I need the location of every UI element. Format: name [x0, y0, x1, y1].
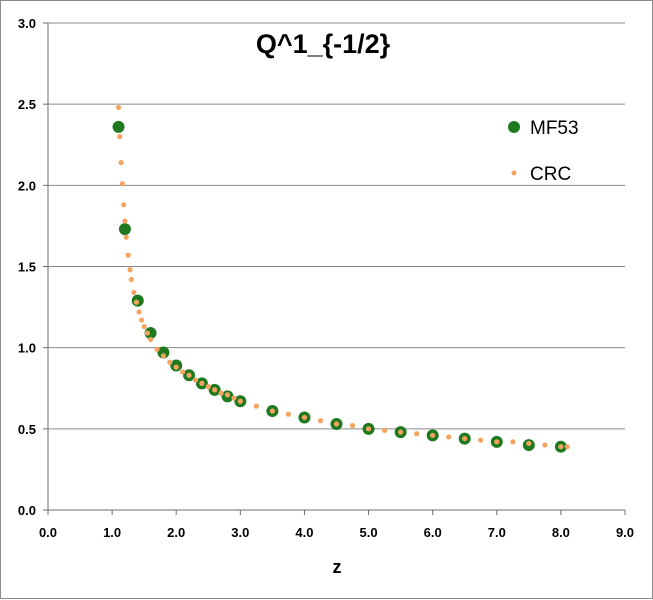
data-point-mf53 [144, 327, 157, 340]
x-tick-label: 4.0 [295, 525, 313, 540]
data-point-crc [192, 377, 199, 383]
data-point-crc [285, 411, 292, 417]
data-point-crc [123, 234, 129, 240]
data-point-crc [118, 160, 124, 166]
data-point-crc [167, 359, 173, 365]
data-point-crc [478, 437, 484, 443]
y-tick-label: 3.0 [18, 16, 36, 31]
data-point-crc [141, 323, 147, 330]
y-tick-labels: 0.0 0.5 1.0 1.5 2.0 2.5 3.0 [18, 16, 36, 518]
legend-label-mf53: MF53 [530, 118, 579, 139]
data-point-crc [381, 427, 388, 434]
data-point-crc [117, 134, 123, 140]
x-tick-label: 5.0 [360, 525, 378, 540]
x-tick-label: 0.0 [39, 525, 57, 540]
legend-marker-crc [511, 170, 517, 176]
data-point-crc [125, 252, 131, 258]
x-tick-label: 9.0 [616, 525, 634, 540]
data-point-crc [269, 408, 275, 414]
legend: MF53 CRC [508, 118, 579, 185]
series-mf53 [112, 120, 567, 453]
data-point-crc [205, 384, 211, 390]
data-point-crc [186, 372, 192, 378]
data-point-crc [218, 390, 224, 396]
data-point-crc [115, 104, 122, 111]
data-point-crc [131, 289, 137, 296]
y-tick-label: 0.0 [18, 503, 36, 518]
data-point-crc [160, 353, 166, 359]
y-tick-label: 1.5 [18, 260, 36, 275]
legend-label-crc: CRC [530, 164, 571, 185]
data-point-crc [317, 418, 324, 424]
data-point-crc [139, 317, 145, 323]
data-point-crc [365, 426, 372, 432]
data-point-crc [180, 369, 186, 375]
data-point-mf53 [157, 346, 170, 359]
data-point-crc [154, 346, 160, 352]
x-tick-label: 7.0 [488, 525, 506, 540]
x-tick-label: 6.0 [424, 525, 442, 540]
data-point-crc [199, 380, 205, 386]
data-point-crc [333, 421, 340, 427]
x-tick-label: 1.0 [103, 525, 121, 540]
data-point-mf53 [112, 120, 125, 133]
data-point-crc [127, 267, 133, 273]
x-axis-label: z [333, 557, 342, 577]
data-point-crc [349, 422, 356, 429]
data-point-crc [133, 299, 140, 305]
data-point-mf53 [118, 223, 131, 236]
data-point-crc [446, 434, 452, 440]
y-tick-label: 1.0 [18, 341, 36, 356]
data-point-crc [128, 276, 134, 283]
series-crc [115, 104, 570, 450]
gridlines [48, 22, 625, 430]
data-point-crc [224, 392, 231, 398]
data-point-crc [542, 442, 548, 448]
x-tick-label: 2.0 [167, 525, 185, 540]
data-point-crc [122, 218, 128, 224]
data-point-crc [564, 444, 570, 450]
data-point-crc [237, 398, 243, 404]
y-tick-label: 2.0 [18, 178, 36, 193]
data-point-crc [144, 330, 150, 336]
data-point-crc [398, 429, 404, 435]
data-point-crc [494, 439, 500, 445]
legend-marker-mf53 [508, 121, 520, 133]
data-point-crc [526, 440, 532, 447]
data-point-crc [212, 387, 218, 393]
data-point-crc [558, 444, 564, 450]
data-point-crc [231, 395, 237, 401]
chart-title: Q^1_{-1/2} [256, 29, 391, 59]
data-point-crc [430, 432, 436, 438]
y-tick-label: 2.5 [18, 97, 36, 112]
data-point-crc [253, 403, 259, 409]
data-point-crc [119, 181, 125, 187]
data-point-crc [173, 364, 179, 370]
x-tick-label: 8.0 [552, 525, 570, 540]
data-point-crc [301, 414, 308, 421]
data-point-crc [462, 435, 468, 442]
series-layer [112, 104, 570, 453]
axes [43, 22, 626, 515]
x-tick-label: 3.0 [231, 525, 249, 540]
data-point-crc [510, 439, 516, 445]
data-point-crc [136, 309, 142, 315]
data-point-crc [414, 431, 420, 437]
data-point-crc [147, 336, 154, 343]
x-tick-labels: 0.0 1.0 2.0 3.0 4.0 5.0 6.0 7.0 8.0 9.0 [39, 525, 634, 540]
y-tick-label: 0.5 [18, 422, 36, 437]
data-point-crc [121, 202, 127, 208]
